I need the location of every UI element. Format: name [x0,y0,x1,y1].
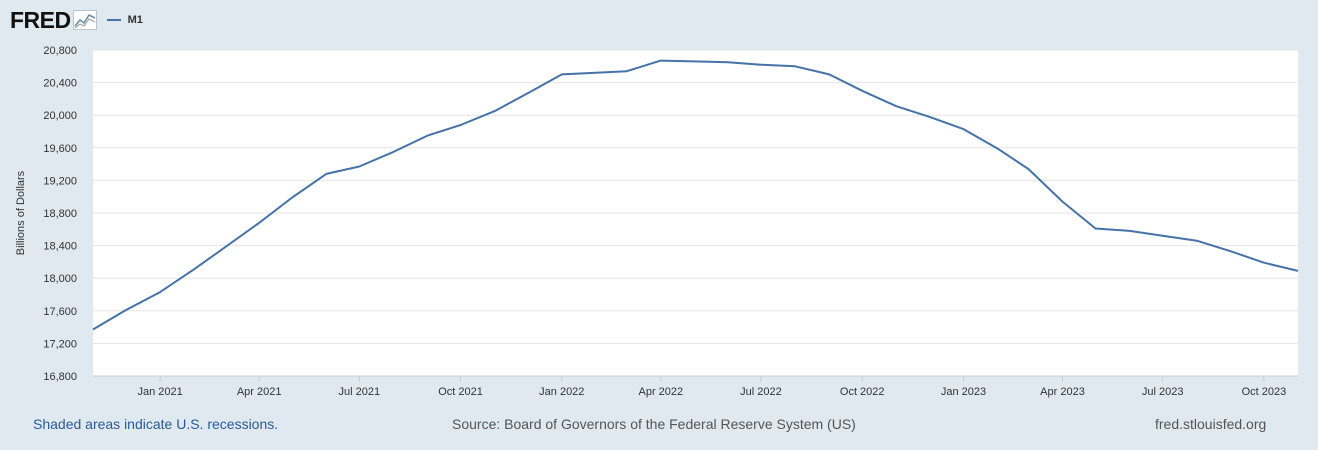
y-tick-label: 20,000 [43,110,77,122]
fred-chart-icon [72,10,97,30]
x-tick-label: Oct 2023 [1242,386,1287,398]
legend-label: M1 [127,14,143,26]
fred-logo[interactable]: FRED [10,6,71,33]
site-url-link[interactable]: fred.stlouisfed.org [1155,416,1267,432]
recession-note-link[interactable]: Shaded areas indicate U.S. recessions. [33,416,279,432]
y-tick-label: 18,400 [43,241,77,253]
x-tick-label: Jul 2022 [740,386,782,398]
x-tick-label: Jul 2021 [339,386,381,398]
source-note: Source: Board of Governors of the Federa… [452,416,856,432]
y-tick-label: 18,800 [43,208,77,220]
y-tick-labels: 16,800 17,200 17,600 18,000 18,400 18,800 19,2… [43,45,77,383]
y-tick-label: 20,400 [43,78,77,90]
x-tick-label: Jan 2021 [137,386,182,398]
x-tick-label: Apr 2023 [1040,386,1085,398]
y-axis-label: Billions of Dollars [15,170,27,255]
x-tick-labels: Jan 2021 Apr 2021 Jul 2021 Oct 2021 Jan 2022… [137,386,1286,398]
series-line-m1 [92,59,1299,331]
gridlines [93,49,1298,382]
x-tick-label: Jan 2022 [539,386,584,398]
y-tick-label: 19,600 [43,143,77,155]
y-tick-label: 19,200 [43,175,77,187]
x-tick-label: Jul 2023 [1142,386,1184,398]
x-tick-label: Apr 2022 [639,386,684,398]
header: FRED M1 [10,6,143,34]
y-tick-label: 17,200 [43,338,77,350]
y-tick-label: 17,600 [43,306,77,318]
y-tick-label: 16,800 [43,371,77,383]
x-tick-label: Apr 2021 [237,386,282,398]
x-tick-label: Oct 2021 [438,386,483,398]
legend-swatch [106,19,121,21]
y-tick-label: 20,800 [43,45,77,57]
legend: M1 [106,14,143,26]
series-layer [92,59,1299,331]
x-tick-label: Oct 2022 [840,386,885,398]
x-tick-label: Jan 2023 [941,386,986,398]
y-tick-label: 18,000 [43,273,77,285]
